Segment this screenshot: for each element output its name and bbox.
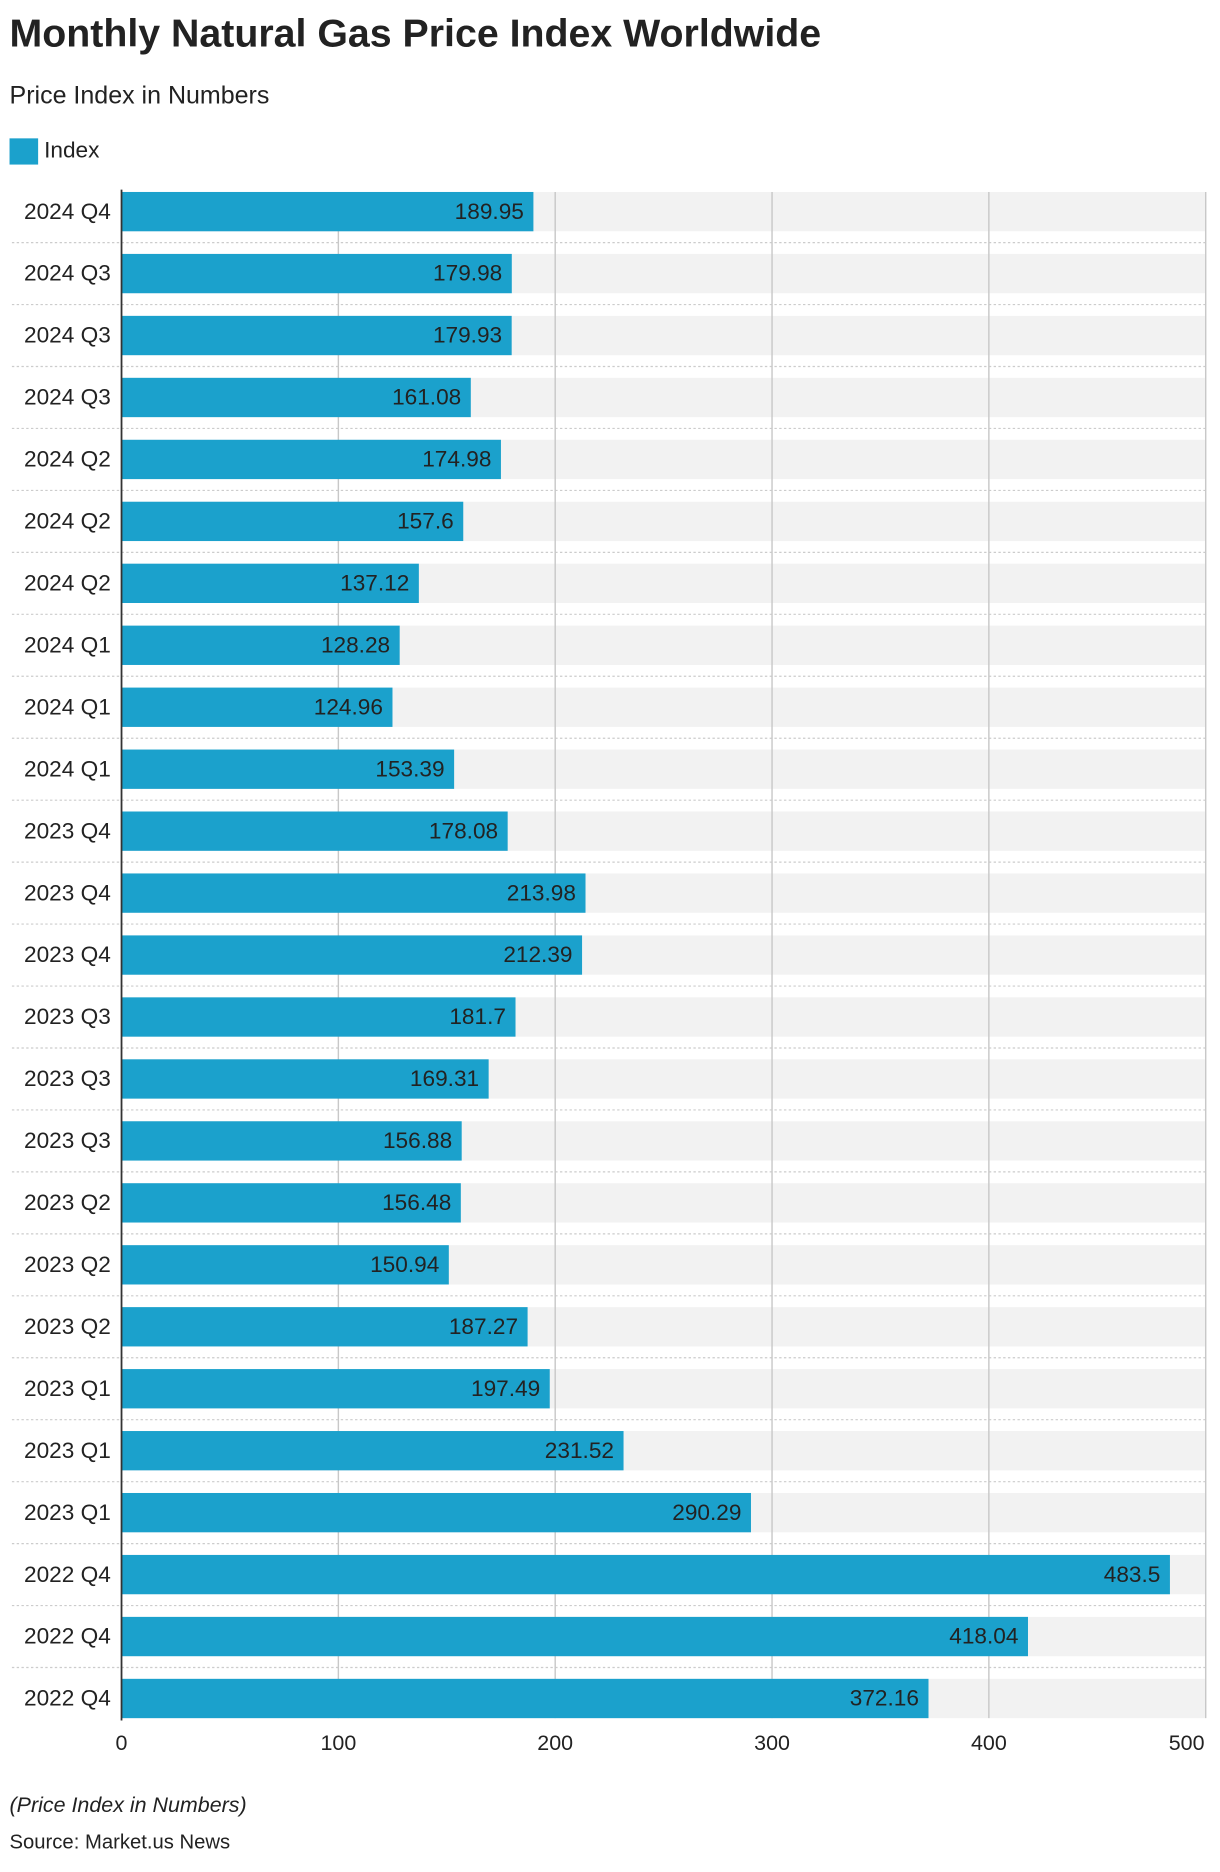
- value-label: 179.98: [433, 261, 502, 286]
- value-label: 174.98: [422, 447, 491, 472]
- value-label: 213.98: [507, 880, 576, 905]
- bar: [121, 315, 512, 356]
- y-tick-label: 2024 Q1: [24, 694, 111, 719]
- bar: [121, 1307, 528, 1347]
- value-label: 150.94: [370, 1252, 439, 1277]
- value-label: 483.5: [1104, 1562, 1161, 1587]
- y-tick-label: 2024 Q1: [24, 756, 111, 781]
- x-tick-label: 100: [320, 1731, 356, 1755]
- legend-swatch: [9, 138, 39, 165]
- value-label: 290.29: [672, 1500, 741, 1525]
- x-tick-label: 500: [1169, 1731, 1205, 1755]
- x-tick-label: 400: [971, 1731, 1007, 1755]
- bar: [121, 749, 455, 789]
- y-tick-label: 2023 Q2: [24, 1252, 111, 1277]
- bar: [121, 1245, 449, 1285]
- y-tick-label: 2023 Q1: [24, 1500, 111, 1525]
- value-label: 156.48: [382, 1190, 451, 1215]
- bar: [121, 439, 501, 480]
- value-label: 197.49: [471, 1376, 540, 1401]
- y-tick-label: 2022 Q4: [24, 1562, 111, 1587]
- x-tick-label: 0: [116, 1731, 128, 1755]
- y-tick-label: 2024 Q2: [24, 509, 111, 534]
- value-label: 372.16: [850, 1686, 919, 1711]
- bar: [121, 997, 516, 1037]
- value-label: 181.7: [449, 1004, 506, 1029]
- y-tick-label: 2023 Q3: [24, 1004, 111, 1029]
- bar: [121, 501, 464, 542]
- chart-title: Monthly Natural Gas Price Index Worldwid…: [10, 11, 822, 55]
- y-tick-label: 2023 Q3: [24, 1128, 111, 1153]
- bar: [121, 935, 583, 975]
- bar: [121, 687, 393, 727]
- value-label: 418.04: [949, 1624, 1018, 1649]
- bar: [121, 1492, 751, 1533]
- bar: [121, 1183, 461, 1223]
- y-tick-label: 2024 Q2: [24, 447, 111, 472]
- y-tick-label: 2024 Q1: [24, 632, 111, 657]
- legend-label: Index: [44, 137, 100, 162]
- bar: [121, 563, 419, 604]
- value-label: 161.08: [392, 385, 461, 410]
- y-tick-label: 2024 Q3: [24, 261, 111, 286]
- value-label: 128.28: [321, 632, 390, 657]
- y-tick-label: 2023 Q4: [24, 942, 111, 967]
- y-tick-label: 2024 Q3: [24, 385, 111, 410]
- bar: [121, 1431, 624, 1471]
- bar: [121, 191, 534, 232]
- bar: [121, 377, 471, 418]
- bar: [121, 1554, 1170, 1595]
- footnote: (Price Index in Numbers): [10, 1793, 247, 1817]
- value-label: 189.95: [455, 199, 524, 224]
- source: Source: Market.us News: [10, 1832, 231, 1854]
- y-tick-label: 2022 Q4: [24, 1624, 111, 1649]
- bar: [121, 873, 586, 913]
- x-tick-label: 300: [754, 1731, 790, 1755]
- bar: [121, 1121, 462, 1161]
- value-label: 124.96: [314, 694, 383, 719]
- y-tick-label: 2023 Q4: [24, 818, 111, 843]
- y-tick-label: 2022 Q4: [24, 1686, 111, 1711]
- y-tick-label: 2023 Q3: [24, 1066, 111, 1091]
- y-tick-label: 2023 Q1: [24, 1376, 111, 1401]
- value-label: 137.12: [340, 571, 409, 596]
- y-tick-label: 2024 Q4: [24, 199, 111, 224]
- bar: [121, 1678, 929, 1719]
- y-tick-label: 2023 Q2: [24, 1314, 111, 1339]
- value-label: 153.39: [375, 756, 444, 781]
- value-label: 231.52: [545, 1438, 614, 1463]
- y-tick-label: 2023 Q4: [24, 880, 111, 905]
- chart-subtitle: Price Index in Numbers: [10, 81, 270, 109]
- value-label: 178.08: [429, 818, 498, 843]
- value-label: 187.27: [449, 1314, 518, 1339]
- value-label: 212.39: [503, 942, 572, 967]
- y-tick-label: 2024 Q3: [24, 323, 111, 348]
- bar: [121, 1369, 550, 1409]
- y-tick-label: 2023 Q2: [24, 1190, 111, 1215]
- bar: [121, 1059, 489, 1099]
- bar: [121, 625, 400, 665]
- x-tick-label: 200: [537, 1731, 573, 1755]
- value-label: 179.93: [433, 323, 502, 348]
- bar: [121, 253, 512, 294]
- y-tick-label: 2024 Q2: [24, 571, 111, 596]
- bar: [121, 811, 508, 851]
- value-label: 157.6: [397, 509, 454, 534]
- y-tick-label: 2023 Q1: [24, 1438, 111, 1463]
- value-label: 156.88: [383, 1128, 452, 1153]
- bar: [121, 1616, 1028, 1657]
- value-label: 169.31: [410, 1066, 479, 1091]
